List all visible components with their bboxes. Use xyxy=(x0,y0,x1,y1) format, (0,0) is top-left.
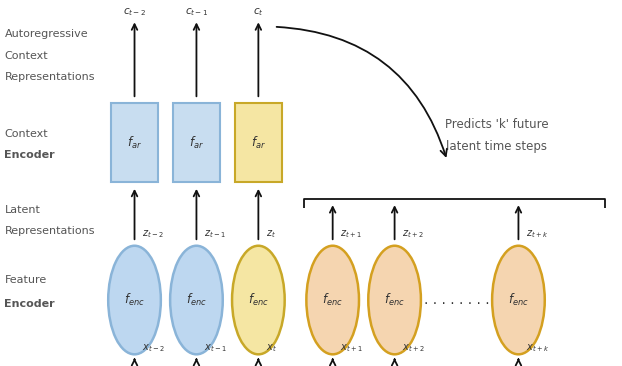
Text: Latent: Latent xyxy=(4,205,40,214)
Text: $f_{ar}$: $f_{ar}$ xyxy=(127,135,142,151)
Ellipse shape xyxy=(232,246,285,354)
Text: Encoder: Encoder xyxy=(4,150,55,160)
Text: Encoder: Encoder xyxy=(4,299,55,309)
Text: $f_{enc}$: $f_{enc}$ xyxy=(384,292,405,308)
Text: Representations: Representations xyxy=(4,72,95,82)
Ellipse shape xyxy=(170,246,223,354)
Text: Context: Context xyxy=(4,51,48,61)
FancyBboxPatch shape xyxy=(235,103,282,182)
Text: Representations: Representations xyxy=(4,226,95,236)
Text: $c_{t-1}$: $c_{t-1}$ xyxy=(185,6,208,18)
Text: $z_{t+1}$: $z_{t+1}$ xyxy=(340,228,362,240)
Text: $f_{enc}$: $f_{enc}$ xyxy=(124,292,145,308)
Ellipse shape xyxy=(492,246,545,354)
Text: $f_{ar}$: $f_{ar}$ xyxy=(251,135,266,151)
Text: Feature: Feature xyxy=(4,275,47,285)
Text: $z_{t+k}$: $z_{t+k}$ xyxy=(526,228,548,240)
Ellipse shape xyxy=(307,246,359,354)
Text: $z_t$: $z_t$ xyxy=(266,228,276,240)
Text: $z_{t-2}$: $z_{t-2}$ xyxy=(142,228,164,240)
Text: $f_{ar}$: $f_{ar}$ xyxy=(189,135,204,151)
Text: $x_{t+2}$: $x_{t+2}$ xyxy=(402,343,425,354)
Text: $f_{enc}$: $f_{enc}$ xyxy=(248,292,269,308)
Ellipse shape xyxy=(368,246,421,354)
Text: $f_{enc}$: $f_{enc}$ xyxy=(322,292,343,308)
Text: $x_t$: $x_t$ xyxy=(266,343,277,354)
Text: $z_{t+2}$: $z_{t+2}$ xyxy=(402,228,424,240)
Text: $z_{t-1}$: $z_{t-1}$ xyxy=(204,228,226,240)
Text: $x_{t-2}$: $x_{t-2}$ xyxy=(142,343,165,354)
Text: . . . . . . . .: . . . . . . . . xyxy=(424,293,490,307)
Text: $f_{enc}$: $f_{enc}$ xyxy=(508,292,529,308)
Text: $f_{enc}$: $f_{enc}$ xyxy=(186,292,207,308)
Text: $x_{t+1}$: $x_{t+1}$ xyxy=(340,343,363,354)
Ellipse shape xyxy=(108,246,161,354)
Text: $x_{t+k}$: $x_{t+k}$ xyxy=(526,343,549,354)
Text: Autoregressive: Autoregressive xyxy=(4,29,88,39)
Text: latent time steps: latent time steps xyxy=(446,140,547,153)
Text: Context: Context xyxy=(4,128,48,138)
Text: $x_{t-1}$: $x_{t-1}$ xyxy=(204,343,226,354)
Text: $c_t$: $c_t$ xyxy=(253,6,264,18)
FancyBboxPatch shape xyxy=(111,103,158,182)
Text: Predicts 'k' future: Predicts 'k' future xyxy=(445,118,549,131)
FancyBboxPatch shape xyxy=(173,103,220,182)
Text: $c_{t-2}$: $c_{t-2}$ xyxy=(123,6,146,18)
